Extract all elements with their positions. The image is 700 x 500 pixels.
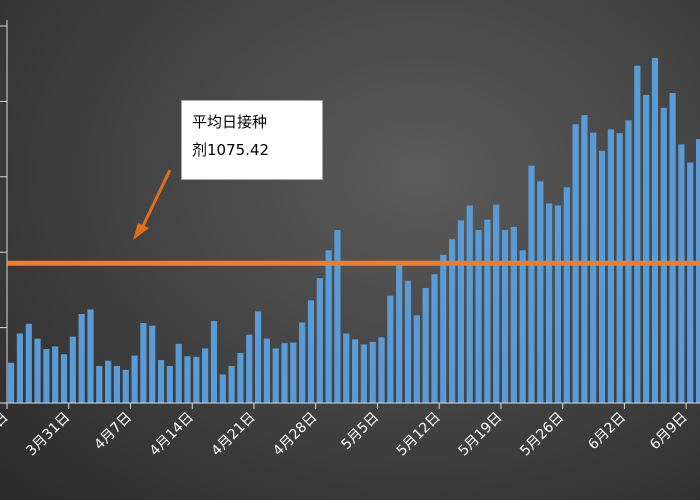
bar (413, 315, 420, 403)
x-tick-label: 5月12日 (394, 409, 444, 459)
annotation-arrow (133, 169, 172, 240)
bar (263, 338, 270, 403)
x-tick-label: 6月9日 (647, 409, 691, 453)
x-tick-label: 4月28日 (270, 409, 320, 459)
bar (590, 132, 597, 403)
bar (351, 339, 359, 403)
bar (60, 354, 68, 403)
bar (52, 346, 59, 403)
bar (581, 115, 588, 404)
bar (378, 337, 385, 403)
annotation-line-1: 平均日接种 (192, 113, 268, 131)
bar (643, 94, 650, 404)
bar (651, 57, 659, 403)
bar (272, 348, 279, 403)
bar (246, 334, 253, 403)
bars (8, 57, 700, 404)
bar (254, 311, 262, 403)
bar (422, 287, 429, 403)
x-tick-label: 4月7日 (91, 409, 135, 453)
bar (369, 341, 376, 403)
bar (501, 230, 509, 403)
y-axis-ticks (0, 25, 7, 329)
bar (290, 342, 297, 403)
bar (678, 144, 685, 404)
bar (334, 230, 341, 403)
bar (193, 356, 200, 403)
bar (184, 356, 191, 403)
bar (660, 107, 667, 404)
bar (563, 187, 570, 403)
bar (228, 365, 235, 403)
bar (140, 323, 147, 403)
bar (43, 349, 50, 403)
bar (316, 278, 323, 403)
bar (598, 150, 606, 403)
bar (616, 133, 623, 403)
x-tick-label: 5月5日 (338, 409, 382, 453)
annotation-line-2: 剂1075.42 (192, 141, 270, 159)
x-tick-label: 3月31日 (23, 409, 73, 459)
bar (202, 348, 209, 403)
x-tick-label: 3月24日 (0, 409, 12, 459)
bar (219, 374, 226, 403)
bar (237, 352, 244, 403)
bar (69, 336, 76, 403)
bar (493, 204, 500, 403)
bar (325, 250, 332, 403)
bar (157, 360, 165, 403)
bar (466, 205, 473, 403)
bar (210, 321, 218, 403)
bar (449, 239, 456, 403)
bar (695, 139, 700, 403)
bar (96, 365, 103, 403)
bar (669, 92, 676, 403)
bar (440, 254, 447, 403)
bar (149, 325, 156, 403)
bar (166, 365, 173, 403)
bar (475, 230, 482, 403)
bar (510, 226, 517, 403)
bar (343, 333, 350, 403)
bar (105, 360, 112, 403)
bar (113, 365, 121, 403)
bar (8, 362, 15, 403)
bar (634, 65, 641, 404)
bar (131, 355, 138, 403)
bar (554, 205, 562, 403)
bar (34, 338, 41, 403)
bar (519, 250, 526, 403)
bar (396, 265, 403, 403)
bar (281, 343, 288, 403)
bar (16, 333, 24, 403)
bar (360, 344, 367, 403)
bar (78, 313, 85, 403)
x-tick-label: 5月26日 (517, 409, 567, 459)
bar (537, 181, 544, 403)
bar (431, 274, 438, 403)
x-tick-label: 6月2日 (585, 409, 629, 453)
bar (404, 280, 412, 403)
x-tick-label: 5月19日 (456, 409, 506, 459)
bar (387, 295, 394, 403)
bar (546, 203, 553, 403)
bar (87, 309, 94, 403)
x-axis-ticks: 3月24日 3月31日 4月7日 4月14日 4月21日 4月28日 5月5日 5月12日 5月… (0, 403, 691, 459)
x-tick-label: 4月21日 (209, 409, 259, 459)
bar (299, 322, 306, 403)
bar (307, 300, 315, 403)
x-tick-label: 4月14日 (147, 409, 197, 459)
average-annotation-box: 平均日接种 剂1075.42 (181, 100, 323, 180)
bar (484, 219, 491, 403)
bar (528, 165, 535, 403)
bar (687, 162, 694, 403)
bar (25, 323, 32, 403)
bar (457, 220, 465, 403)
bar (122, 369, 129, 403)
bar (607, 129, 614, 403)
bar (175, 343, 182, 403)
